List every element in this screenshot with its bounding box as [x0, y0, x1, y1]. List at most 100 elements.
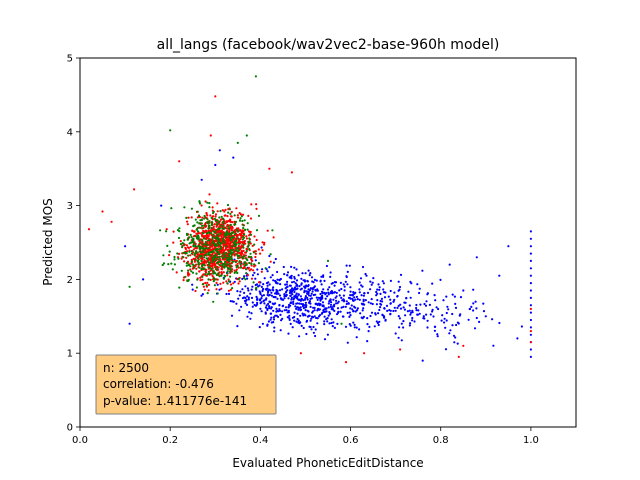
data-point	[364, 299, 367, 302]
data-point	[260, 270, 263, 273]
data-point	[266, 291, 270, 294]
data-point	[205, 211, 208, 215]
data-point	[437, 307, 440, 311]
data-point	[202, 232, 205, 235]
data-point	[379, 306, 382, 309]
data-point	[290, 265, 293, 268]
data-point	[329, 305, 332, 308]
data-point	[529, 274, 533, 277]
data-point	[207, 266, 210, 269]
data-point	[309, 305, 312, 308]
data-point	[197, 232, 200, 235]
data-point	[307, 269, 310, 272]
data-point	[177, 236, 181, 240]
data-point	[276, 315, 280, 318]
data-point	[201, 227, 204, 230]
data-point	[342, 294, 345, 297]
data-point	[288, 317, 291, 320]
data-point	[344, 325, 348, 328]
data-point	[397, 315, 400, 318]
data-point	[227, 211, 230, 214]
data-point	[192, 239, 195, 242]
data-point	[257, 248, 260, 251]
data-point	[191, 237, 194, 240]
data-point	[222, 244, 225, 247]
data-point	[246, 228, 249, 231]
data-point	[370, 298, 373, 301]
data-point	[351, 308, 354, 311]
data-point	[200, 254, 203, 257]
data-point	[189, 265, 192, 268]
data-point	[187, 254, 190, 257]
data-point	[190, 270, 193, 273]
data-point	[219, 232, 222, 235]
data-point	[292, 280, 296, 283]
data-point	[291, 281, 294, 284]
data-point	[195, 237, 199, 240]
data-point	[187, 263, 190, 267]
data-point	[507, 245, 510, 248]
data-point	[183, 206, 186, 209]
data-point	[165, 228, 168, 231]
data-point	[307, 301, 311, 304]
data-point	[323, 320, 326, 323]
data-point	[312, 325, 315, 329]
data-point	[297, 293, 300, 296]
data-point	[283, 297, 286, 300]
data-point	[218, 238, 221, 241]
data-point	[223, 227, 226, 230]
data-point	[529, 348, 533, 351]
data-point	[196, 221, 199, 224]
data-point	[454, 302, 457, 305]
x-axis-label: Evaluated PhoneticEditDistance	[232, 456, 423, 470]
data-point	[334, 281, 338, 284]
data-point	[234, 249, 237, 252]
data-point	[230, 249, 233, 252]
data-point	[246, 287, 249, 290]
data-point	[426, 326, 429, 329]
data-point	[200, 204, 203, 207]
data-point	[266, 270, 269, 273]
data-point	[307, 288, 310, 291]
data-point	[244, 285, 247, 288]
data-point	[498, 321, 501, 325]
data-point	[278, 294, 282, 297]
data-point	[268, 305, 271, 308]
data-point	[352, 310, 355, 313]
data-point	[349, 314, 352, 317]
data-point	[207, 283, 210, 286]
data-point	[247, 267, 250, 270]
data-point	[360, 316, 363, 319]
data-point	[165, 230, 168, 233]
data-point	[321, 311, 324, 314]
data-point	[478, 320, 481, 323]
data-point	[236, 262, 239, 265]
data-point	[213, 228, 216, 231]
data-point	[529, 230, 533, 233]
data-point	[230, 239, 233, 242]
data-point	[247, 244, 250, 247]
data-point	[225, 263, 228, 266]
data-point	[333, 309, 336, 312]
data-point	[236, 325, 239, 328]
data-point	[252, 269, 255, 272]
data-point	[202, 273, 205, 276]
data-point	[246, 277, 249, 280]
data-point	[272, 279, 275, 282]
data-point	[363, 292, 366, 295]
data-point	[213, 256, 216, 259]
data-point	[192, 224, 195, 227]
data-point	[223, 232, 226, 235]
data-point	[272, 321, 275, 324]
data-point	[237, 297, 240, 300]
data-point	[245, 235, 248, 238]
data-point	[222, 246, 225, 249]
data-point	[226, 282, 229, 285]
data-point	[348, 315, 351, 318]
data-point	[498, 274, 501, 277]
data-point	[473, 327, 477, 330]
data-point	[293, 277, 296, 280]
data-point	[181, 246, 184, 249]
data-point	[221, 209, 224, 212]
data-point	[467, 318, 470, 321]
